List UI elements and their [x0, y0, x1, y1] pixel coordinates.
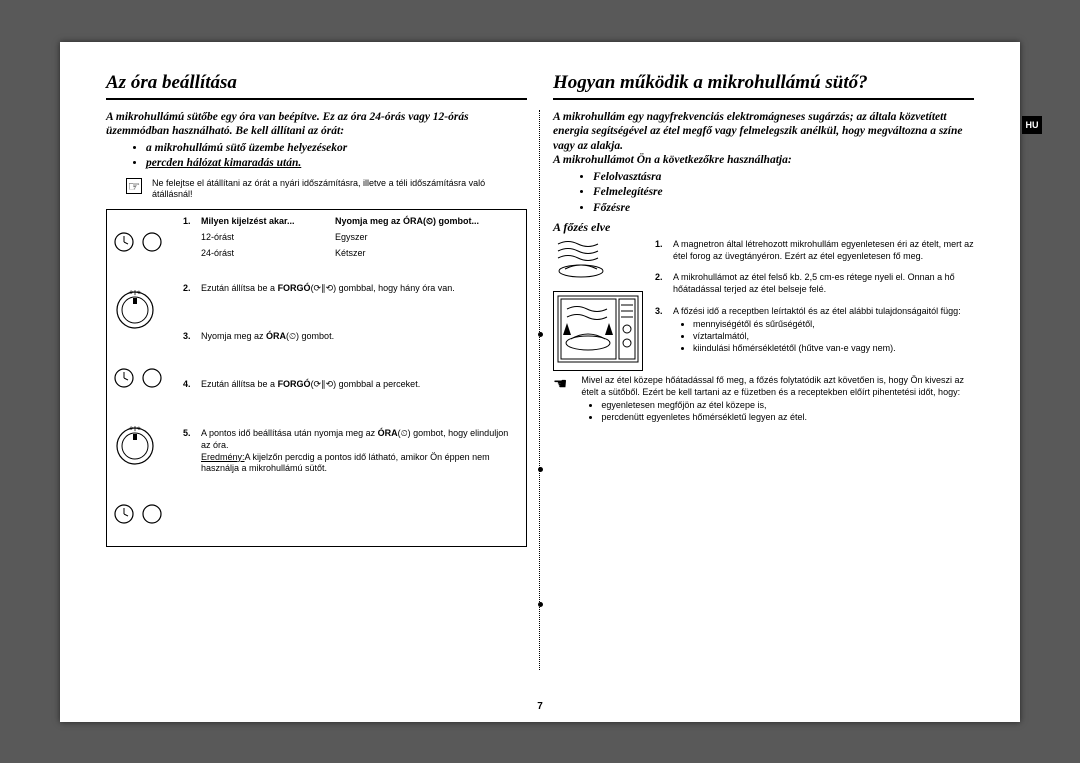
sub-bullet: víztartalmától, [693, 331, 961, 343]
divider-dot [538, 602, 543, 607]
clock-icon [113, 367, 135, 389]
dial-icon [141, 503, 163, 525]
step-number: 3. [183, 331, 201, 343]
section-title: Hogyan működik a mikrohullámú sütő? [553, 72, 974, 100]
clock-icon [113, 503, 135, 525]
note-text: Ne felejtse el átállítani az órát a nyár… [152, 178, 527, 201]
intro-bullets: Felolvasztásra Felmelegítésre Főzésre [553, 170, 974, 217]
bullet-item: percden hálózat kimaradás után. [146, 156, 527, 172]
pointer-icon: ☚ [553, 375, 567, 424]
intro-text: A mikrohullámot Ön a következőkre haszná… [553, 153, 974, 167]
step-item: 5. A pontos idő beállítása után nyomja m… [183, 428, 520, 475]
bullet-item: a mikrohullámú sütő üzembe helyezésekor [146, 141, 527, 157]
divider-dot [538, 332, 543, 337]
principle-text: 1.A magnetron által létrehozott mikrohul… [655, 239, 974, 371]
intro-text: A mikrohullám egy nagyfrekvenciás elektr… [553, 110, 974, 153]
sub-bullet: egyenletesen megfőjön az étel közepe is, [601, 400, 974, 412]
step-item: 1. Milyen kijelzést akar... Nyomja meg a… [183, 216, 520, 259]
left-column: Az óra beállítása A mikrohullámú sütőbe … [106, 72, 527, 710]
column-divider [539, 110, 540, 670]
manual-page: HU Az óra beállítása A mikrohullámú sütő… [60, 42, 1020, 722]
page-number: 7 [537, 701, 543, 712]
sub-bullet: percdenütt egyenletes hőmérsékletű legye… [601, 412, 974, 424]
intro-text: A mikrohullámú sütőbe egy óra van beépít… [106, 110, 527, 139]
step-value: 12-órást [201, 232, 311, 244]
step-value: Kétszer [335, 248, 366, 260]
step-header: Milyen kijelzést akar... [201, 216, 311, 228]
microwave-icon [553, 291, 643, 371]
step-number: 5. [183, 428, 201, 475]
step-item: 4. Ezután állítsa be a FORGÓ(⟳∥⟲) gombba… [183, 379, 520, 391]
sub-bullet: kiindulási hőmérsékletétől (hűtve van-e … [693, 343, 961, 355]
step-header: Nyomja meg az ÓRA(⏲) gombot... [335, 216, 479, 228]
right-column: Hogyan működik a mikrohullámú sütő? A mi… [553, 72, 974, 710]
svg-text:⟳∥⟲: ⟳∥⟲ [130, 290, 142, 296]
step-icon-row [113, 216, 175, 268]
principle-item: 2.A mikrohullámot az étel felső kb. 2,5 … [655, 272, 974, 295]
note-icon: ☞ [126, 178, 142, 194]
steps-column: 1. Milyen kijelzést akar... Nyomja meg a… [183, 216, 520, 540]
sub-heading: A főzés elve [553, 220, 974, 235]
step-number: 4. [183, 379, 201, 391]
svg-text:⟳∥⟲: ⟳∥⟲ [130, 426, 142, 432]
dial-icon [141, 231, 163, 253]
sub-bullet: mennyiségétől és sűrűségétől, [693, 319, 961, 331]
principle-row: 1.A magnetron által létrehozott mikrohul… [553, 239, 974, 371]
step-value: 24-órást [201, 248, 311, 260]
step-icon-row [113, 352, 175, 404]
steps-table: ⟳∥⟲ ⟳∥⟲ 1. [106, 209, 527, 547]
step-number: 2. [183, 283, 201, 295]
dial-icon [141, 367, 163, 389]
principle-item: 1.A magnetron által létrehozott mikrohul… [655, 239, 974, 262]
icons-column: ⟳∥⟲ ⟳∥⟲ [113, 216, 175, 540]
section-title: Az óra beállítása [106, 72, 527, 100]
pointer-note: ☚ Mivel az étel közepe hőátadással fő me… [553, 375, 974, 424]
step-icon-row [113, 488, 175, 540]
knob-icon: ⟳∥⟲ [113, 424, 157, 468]
step-item: 3. Nyomja meg az ÓRA(⏲) gombot. [183, 331, 520, 343]
note-row: ☞ Ne felejtse el átállítani az órát a ny… [126, 178, 527, 201]
step-item: 2. Ezután állítsa be a FORGÓ(⟳∥⟲) gombba… [183, 283, 520, 295]
knob-icon: ⟳∥⟲ [113, 288, 157, 332]
step-icon-row: ⟳∥⟲ [113, 420, 175, 472]
step-icon-row: ⟳∥⟲ [113, 284, 175, 336]
divider-dot [538, 467, 543, 472]
bullet-item: Felolvasztásra [593, 170, 974, 186]
wave-dish-icon [553, 239, 613, 279]
step-number: 1. [183, 216, 201, 259]
clock-icon [113, 231, 135, 253]
bullet-item: Felmelegítésre [593, 185, 974, 201]
pointer-text: Mivel az étel közepe hőátadással fő meg,… [581, 375, 964, 397]
step-value: Egyszer [335, 232, 368, 244]
principle-item: 3. A főzési idő a receptben leírtaktól é… [655, 306, 974, 355]
intro-bullets: a mikrohullámú sütő üzembe helyezésekor … [106, 141, 527, 172]
bullet-item: Főzésre [593, 201, 974, 217]
principle-icons [553, 239, 643, 371]
language-tab: HU [1022, 116, 1042, 134]
